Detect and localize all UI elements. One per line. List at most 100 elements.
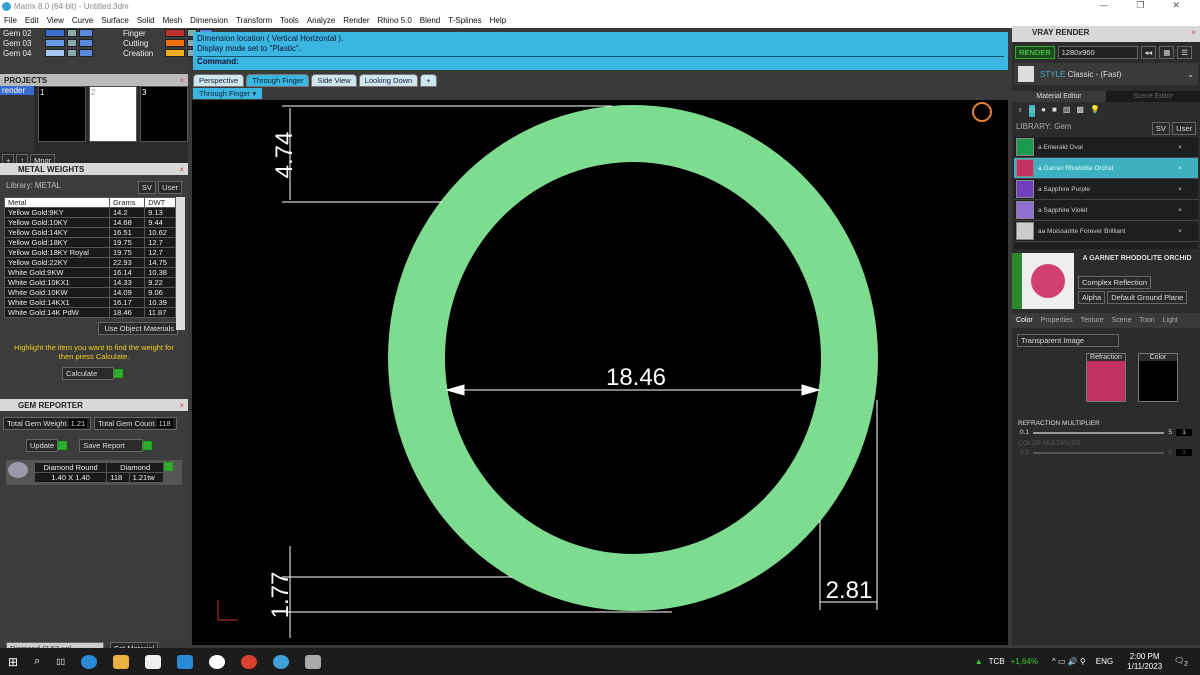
mail-icon[interactable] [177,654,194,669]
property-tab[interactable]: Properties [1040,317,1073,324]
remove-icon[interactable]: × [1178,185,1182,193]
user-toggle[interactable]: User [158,181,182,194]
resolution-select[interactable]: 1280x960 [1057,46,1138,59]
maximize-icon[interactable]: ❐ [1136,0,1145,10]
layer-color-swatch[interactable] [165,49,185,57]
property-tab[interactable]: Scene [1111,317,1132,324]
close-icon[interactable]: × [179,165,184,174]
visibility-toggle[interactable] [79,39,93,47]
visibility-toggle[interactable] [79,49,93,57]
calculate-button[interactable]: Calculate [62,367,114,380]
toolbar-icon[interactable]: ◂◂ [1140,46,1157,59]
sphere-icon[interactable]: ● [1041,105,1046,114]
search-icon[interactable]: ⌕ [34,655,41,667]
mode-select[interactable]: Transparent Image [1017,334,1119,347]
drop-icon[interactable]: ♁ [1017,105,1023,114]
gem-row[interactable]: Diamond Round Diamond 1.40 X 1.40 118 1.21t… [6,460,182,485]
layer-color-swatch[interactable] [165,29,185,37]
texture-icon[interactable]: ▩ [1076,105,1084,114]
table-row[interactable]: White Gold:10KX1 14.33 9.22 [4,277,176,288]
layer-row[interactable]: Gem 02 [3,28,93,38]
start-icon[interactable]: ⊞ [8,654,19,669]
property-tab[interactable]: Color [1016,317,1033,324]
go-icon[interactable] [58,441,68,451]
minimize-icon[interactable]: — [1099,0,1109,10]
texture-icon[interactable]: ▨ [1062,105,1071,114]
ground-plane-select[interactable]: Default Ground Plane [1107,291,1188,304]
remove-icon[interactable]: × [1178,227,1182,235]
viewport-tab[interactable]: Through Finger [246,74,310,87]
refraction-multiplier-slider[interactable]: 0.1 5 1 [1020,429,1192,436]
ring-view-icon[interactable] [972,102,992,122]
project-thumbnail[interactable]: 1 [38,86,86,142]
app-icon[interactable] [273,654,290,669]
reflection-select[interactable]: Complex Reflection [1078,276,1152,289]
notifications-icon[interactable]: 🗨2 [1174,655,1188,668]
column-header[interactable]: Grams [108,197,146,208]
go-icon[interactable] [143,441,153,451]
vray-tab[interactable]: Material Editor [1012,91,1106,102]
clock[interactable]: 2:00 PM 1/11/2023 [1127,652,1162,672]
file-explorer-icon[interactable] [113,654,130,669]
toolbar-icon[interactable]: ▦ [1159,46,1175,59]
menu-item[interactable]: Analyze [306,16,336,25]
sv-toggle[interactable]: SV [1151,122,1170,135]
material-item[interactable]: a Sapphire Violet × [1014,200,1198,221]
menu-item[interactable]: Solid [136,16,155,25]
viewport[interactable]: 4.74 18.46 1.77 2.81 [192,100,1008,645]
layer-color-swatch[interactable] [45,29,65,37]
stock-name[interactable]: TCB [988,657,1005,666]
table-row[interactable]: White Gold:9KW 16.14 10.38 [4,267,176,278]
table-row[interactable]: Yellow Gold:9KY 14.2 9.13 [4,207,176,218]
viewport-tab[interactable]: + [420,74,437,87]
menu-item[interactable]: Rhino 5.0 [377,16,412,25]
go-icon[interactable] [114,369,123,379]
menu-item[interactable]: File [4,16,17,25]
language[interactable]: ENG [1095,657,1114,666]
lock-icon[interactable] [67,29,77,37]
project-item[interactable]: render [0,86,34,95]
remove-icon[interactable]: × [1178,164,1182,172]
close-icon[interactable]: × [179,401,184,410]
use-object-materials-dropdown[interactable]: Use Object Materials [98,322,178,335]
table-row[interactable]: White Gold:10KW 14.09 9.06 [4,287,176,298]
chrome-icon[interactable] [241,654,258,669]
material-item[interactable]: a Sapphire Purple × [1014,179,1198,200]
update-button[interactable]: Update [26,439,59,452]
zalo-icon[interactable] [209,654,226,669]
menu-item[interactable]: Surface [101,16,129,25]
material-item[interactable]: a Garnet Rhodolite Orchid × [1014,158,1198,179]
menu-item[interactable]: Tools [280,16,299,25]
gem-icon[interactable]: ◇ [1029,105,1036,117]
remove-icon[interactable]: × [1178,143,1182,151]
table-row[interactable]: Yellow Gold:18KY 19.75 12.7 [4,237,176,248]
layer-color-swatch[interactable] [45,39,65,47]
menu-item[interactable]: Curve [71,16,94,25]
store-icon[interactable] [145,654,162,669]
save-report-button[interactable]: Save Report [79,439,144,452]
viewport-tab[interactable]: Perspective [193,74,245,87]
light-icon[interactable]: 💡 [1089,105,1100,114]
menu-item[interactable]: Help [489,16,507,25]
table-row[interactable]: White Gold:14K PdW 18.46 11.87 [4,307,176,318]
texture-icon[interactable]: ■ [1052,105,1057,114]
edge-icon[interactable] [81,654,98,669]
material-item[interactable]: aa Moissanite Forever Brilliant × [1014,221,1198,242]
refraction-swatch[interactable] [1087,361,1125,401]
project-thumbnail[interactable]: 3 [140,86,188,142]
layer-row[interactable]: Gem 04 [3,48,93,58]
remove-icon[interactable]: × [1178,206,1182,214]
menu-item[interactable]: Transform [235,16,273,25]
menu-item[interactable]: Render [343,16,370,25]
layer-row[interactable]: Gem 03 [3,38,93,48]
menu-item[interactable]: Dimension [190,16,228,25]
layer-color-swatch[interactable] [165,39,185,47]
visibility-toggle[interactable] [79,29,93,37]
task-view-icon[interactable]: ▯▯ [56,657,66,666]
color-multiplier-slider[interactable]: 0.1 5 1 [1020,449,1192,456]
table-row[interactable]: Yellow Gold:10KY 14.68 9.44 [4,217,176,228]
alpha-toggle[interactable]: Alpha [1078,291,1106,304]
tray-icons[interactable]: ^ ▭ 🔊 ⚲ [1051,657,1086,666]
matrix-icon[interactable] [305,654,322,669]
close-icon[interactable]: ✕ [1172,0,1180,10]
